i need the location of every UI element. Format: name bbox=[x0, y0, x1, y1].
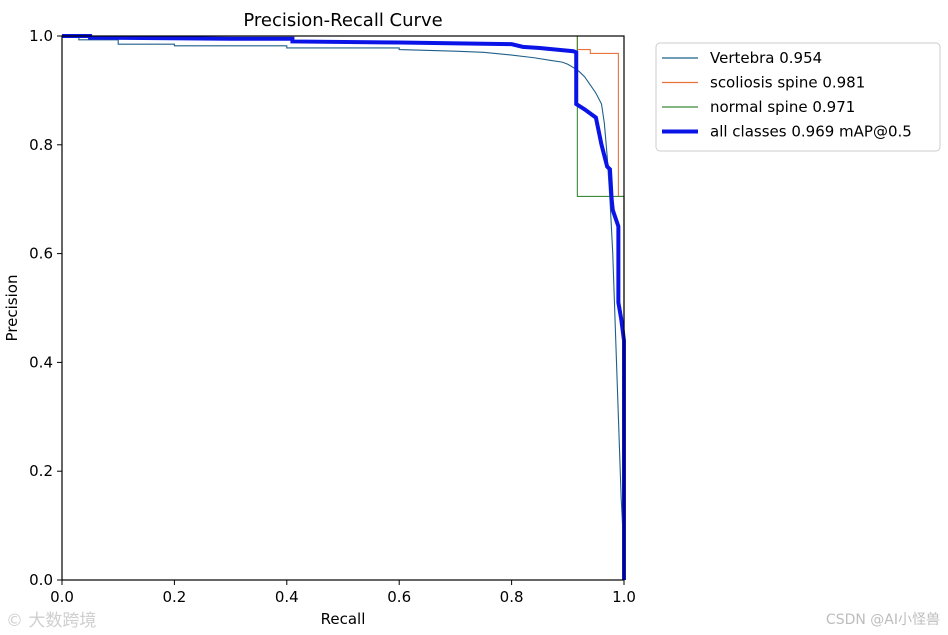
y-tick-label: 0.4 bbox=[29, 353, 53, 371]
x-tick-label: 0.0 bbox=[50, 588, 74, 606]
x-axis-label: Recall bbox=[321, 610, 366, 628]
legend-label-0: Vertebra 0.954 bbox=[710, 49, 822, 67]
x-tick-label: 0.2 bbox=[162, 588, 186, 606]
y-tick-label: 1.0 bbox=[29, 27, 53, 45]
series-line-3 bbox=[62, 34, 626, 580]
legend: Vertebra 0.954 scoliosis spine 0.981 norma… bbox=[655, 42, 941, 152]
x-tick-label: 0.4 bbox=[275, 588, 299, 606]
series-layer bbox=[62, 34, 626, 580]
series-line-1 bbox=[62, 35, 625, 580]
plot-frame bbox=[61, 35, 625, 581]
x-tick-label: 1.0 bbox=[612, 588, 636, 606]
y-axis-label: Precision bbox=[3, 275, 21, 342]
x-tick-label: 0.8 bbox=[500, 588, 524, 606]
series-line-2 bbox=[62, 35, 625, 580]
series-line-0 bbox=[62, 35, 625, 580]
watermark-right: CSDN @AI小怪兽 bbox=[825, 612, 940, 628]
y-tick-label: 0.6 bbox=[29, 245, 53, 263]
watermark-left: © 大数跨境 bbox=[6, 611, 97, 631]
ticks-layer: 0.0 0.2 0.4 0.6 0.8 1.0 0.0 0.2 0.4 0.6 0.8 1.0 bbox=[29, 27, 636, 606]
legend-box bbox=[655, 42, 941, 152]
y-tick-label: 0.0 bbox=[29, 571, 53, 589]
y-tick-label: 0.8 bbox=[29, 136, 53, 154]
legend-label-1: scoliosis spine 0.981 bbox=[710, 74, 865, 92]
x-tick-label: 0.6 bbox=[387, 588, 411, 606]
y-tick-label: 0.2 bbox=[29, 462, 53, 480]
legend-label-3: all classes 0.969 mAP@0.5 bbox=[710, 123, 912, 141]
chart-title: Precision-Recall Curve bbox=[243, 10, 442, 31]
legend-label-2: normal spine 0.971 bbox=[710, 98, 855, 116]
